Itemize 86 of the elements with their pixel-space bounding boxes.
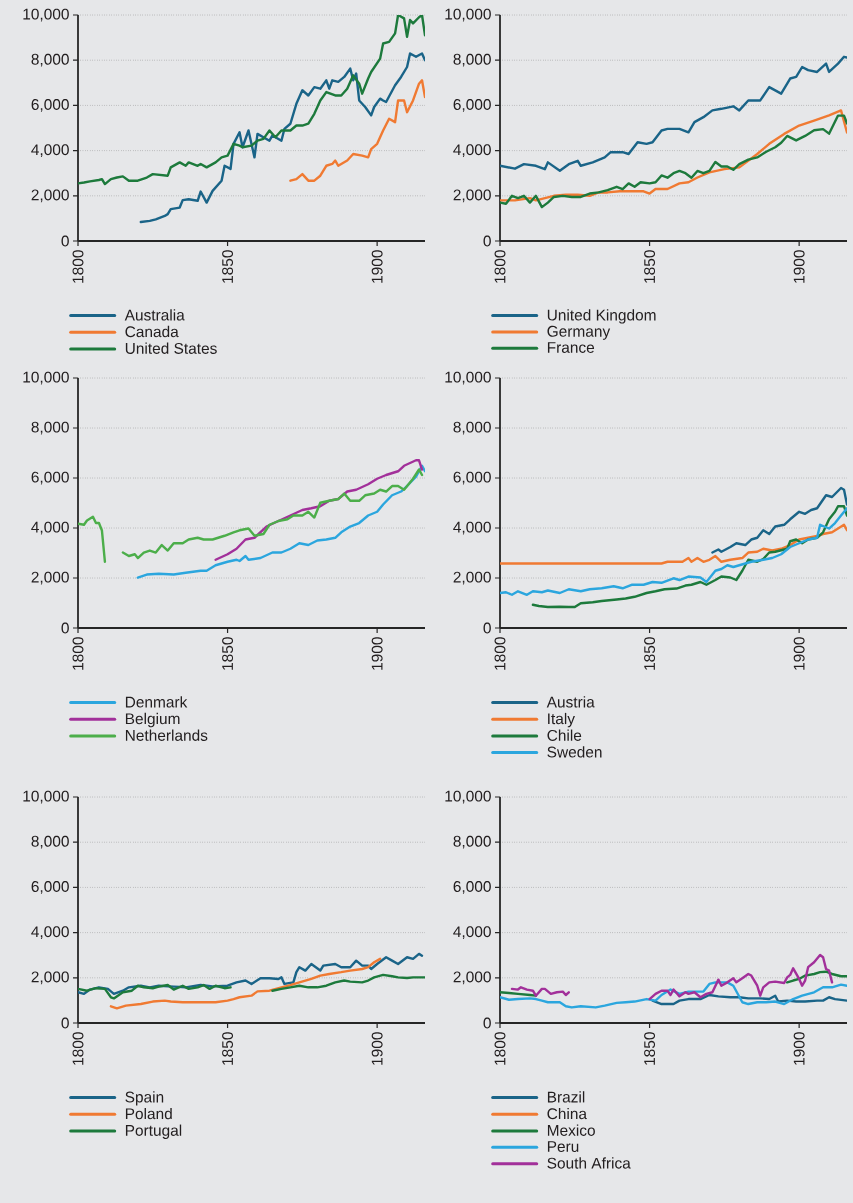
legend-label: Brazil — [547, 1091, 585, 1103]
y-tick-label: 6,000 — [31, 99, 69, 112]
x-tick-label: 1900 — [793, 250, 805, 283]
legend-label: France — [547, 342, 595, 353]
legend-label: Chile — [547, 729, 582, 741]
y-tick-label: 0 — [61, 1017, 69, 1029]
legend-label: Austria — [546, 696, 595, 708]
y-tick-label: 10,000 — [23, 371, 69, 385]
line-series — [500, 523, 848, 565]
legend-label: Poland — [125, 1107, 172, 1120]
y-tick-label: 0 — [483, 235, 491, 247]
y-tick-label: 10,000 — [445, 790, 491, 804]
y-tick-label: 4,000 — [31, 144, 69, 157]
line-series — [500, 507, 848, 596]
x-tick-label: 1800 — [72, 1032, 84, 1065]
legend-label: Italy — [548, 712, 575, 728]
y-tick-label: 2,000 — [453, 971, 491, 985]
legend-label: Mexico — [547, 1124, 595, 1136]
legend-label: Denmark — [125, 696, 188, 708]
y-tick-label: 8,000 — [453, 421, 491, 435]
legend-label: United States — [125, 342, 217, 354]
y-tick-label: 8,000 — [453, 53, 491, 67]
y-tick-label: 10,000 — [445, 371, 491, 385]
y-tick-label: 2,000 — [31, 971, 69, 985]
y-tick-label: 8,000 — [31, 421, 69, 435]
line-series — [78, 15, 425, 186]
legend-label: South Africa — [547, 1157, 631, 1169]
y-tick-label: 6,000 — [453, 881, 491, 894]
x-tick-label: 1900 — [371, 250, 383, 283]
y-tick-label: 2,000 — [31, 571, 69, 585]
y-tick-label: 8,000 — [31, 835, 69, 849]
y-tick-label: 0 — [61, 235, 69, 247]
legend-label: Netherlands — [125, 729, 208, 741]
y-tick-label: 0 — [61, 622, 69, 634]
y-tick-label: 2,000 — [31, 189, 69, 203]
y-tick-label: 8,000 — [31, 53, 69, 67]
legend-label: Australia — [124, 309, 185, 321]
y-tick-label: 4,000 — [31, 521, 69, 535]
x-tick-label: 1800 — [72, 250, 84, 283]
y-tick-label: 6,000 — [31, 881, 69, 894]
y-tick-label: 2,000 — [453, 571, 491, 585]
x-tick-label: 1800 — [494, 250, 506, 283]
y-tick-label: 6,000 — [453, 99, 491, 112]
x-tick-label: 1850 — [644, 1032, 656, 1065]
x-tick-label: 1900 — [793, 637, 805, 670]
y-tick-label: 4,000 — [453, 926, 491, 939]
y-tick-label: 4,000 — [31, 926, 69, 939]
line-series — [531, 505, 848, 609]
line-series — [500, 981, 848, 1009]
y-tick-label: 0 — [483, 622, 491, 634]
x-tick-label: 1850 — [222, 1032, 234, 1065]
line-series — [78, 952, 424, 996]
legend-label: Belgium — [125, 712, 180, 728]
x-tick-label: 1900 — [793, 1032, 805, 1065]
legend-label: Portugal — [125, 1124, 182, 1139]
legend-label: United Kingdom — [547, 309, 656, 324]
x-tick-label: 1800 — [494, 1032, 506, 1065]
y-tick-label: 4,000 — [453, 521, 491, 535]
legend-label: Sweden — [547, 746, 602, 758]
y-tick-label: 8,000 — [453, 835, 491, 849]
x-tick-label: 1850 — [644, 250, 656, 283]
y-tick-label: 6,000 — [31, 471, 69, 485]
line-series — [651, 993, 848, 1006]
legend-label: Spain — [125, 1091, 164, 1106]
y-tick-label: 4,000 — [453, 144, 491, 157]
legend-label: Peru — [547, 1141, 579, 1152]
y-tick-label: 2,000 — [453, 189, 491, 203]
x-tick-label: 1800 — [494, 637, 506, 670]
y-tick-label: 10,000 — [23, 8, 69, 22]
line-series — [136, 464, 425, 579]
legend-label: China — [547, 1107, 588, 1120]
line-series — [500, 55, 848, 172]
y-tick-label: 10,000 — [23, 790, 69, 804]
x-tick-label: 1850 — [644, 637, 656, 670]
legend-label: Germany — [547, 325, 611, 340]
y-tick-label: 0 — [483, 1017, 491, 1029]
x-tick-label: 1900 — [371, 637, 383, 670]
y-tick-label: 6,000 — [453, 471, 491, 485]
x-tick-label: 1900 — [371, 1032, 383, 1065]
x-tick-label: 1850 — [222, 250, 234, 283]
legend-label: Canada — [125, 325, 179, 338]
x-tick-label: 1850 — [222, 637, 234, 670]
line-series — [711, 486, 848, 554]
x-tick-label: 1800 — [72, 637, 84, 670]
line-series — [289, 79, 425, 182]
y-tick-label: 10,000 — [445, 8, 491, 22]
